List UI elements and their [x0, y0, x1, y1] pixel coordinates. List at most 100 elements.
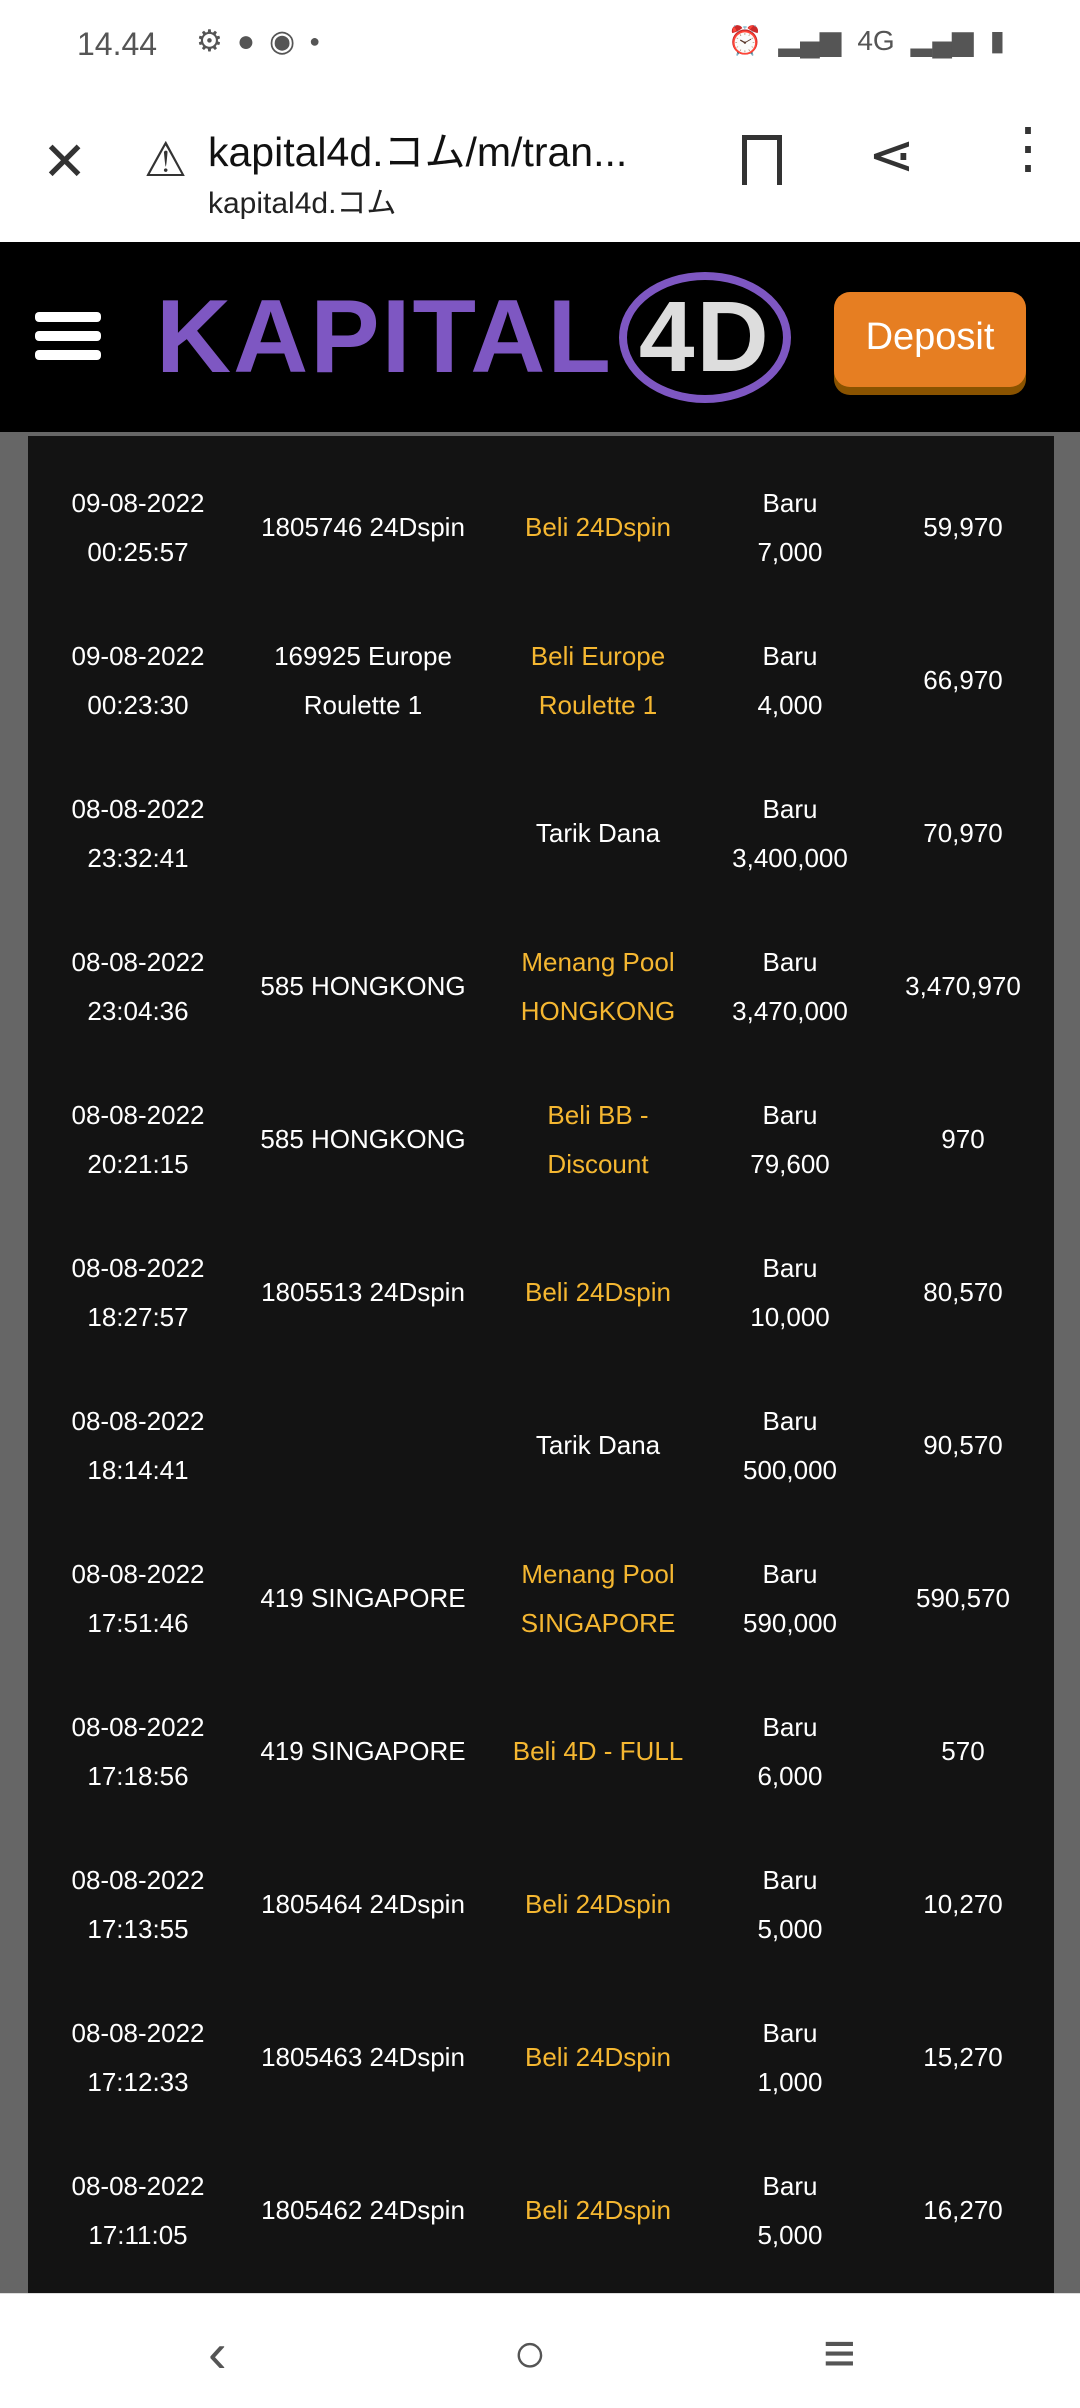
balance-cell-text: 90,570 [923, 1430, 1003, 1460]
date-cell-text: 08-08-2022 [71, 1405, 205, 1436]
date-cell-text: 23:32:41 [87, 842, 189, 873]
date-cell-text: 08-08-2022 [71, 1711, 205, 1742]
date-cell: 08-08-2022 18:14:41 [58, 1369, 218, 1522]
close-icon[interactable]: ✕ [42, 132, 88, 192]
amount-cell: Baru 5,000 [708, 1828, 872, 1981]
reference-cell [238, 757, 488, 910]
balance-cell: 15,270 [878, 1981, 1048, 2134]
date-cell-text: 23:04:36 [87, 995, 189, 1026]
balance-cell: 80,570 [878, 1216, 1048, 1369]
host-text: kapital4d.コム [208, 187, 397, 220]
balance-cell-text: 3,470,970 [905, 971, 1021, 1001]
logo-text: KAPITAL [156, 278, 613, 395]
date-cell-text: 18:27:57 [87, 1301, 189, 1332]
description-cell-text: Beli 4D - FULL [512, 1736, 684, 1766]
transaction-table: 09-08-2022 00:25:57 1805746 24Dspin Beli 24… [28, 436, 1054, 2293]
date-cell-text: 20:21:15 [87, 1148, 189, 1179]
description-cell: Menang Pool HONGKONG [498, 910, 698, 1063]
alarm-icon: ⏰ [727, 25, 763, 56]
balance-cell: 970 [878, 1063, 1048, 1216]
warning-icon[interactable]: ⚠ [144, 134, 188, 187]
balance-cell: 90,570 [878, 1369, 1048, 1522]
balance-cell-text: 16,270 [923, 2195, 1003, 2225]
reference-cell-text: 419 SINGAPORE [260, 1583, 466, 1613]
date-cell-text: 08-08-2022 [71, 946, 205, 977]
site-logo[interactable]: KAPITAL 4D [156, 262, 791, 412]
balance-cell-text: 570 [941, 1736, 985, 1766]
date-cell: 08-08-2022 20:21:15 [58, 1063, 218, 1216]
logo-suffix: 4D [618, 271, 791, 403]
table-row: 08-08-2022 17:13:55 1805464 24Dspin Beli 24… [28, 1828, 1054, 1981]
amount-cell: Baru 79,600 [708, 1063, 872, 1216]
balance-cell: 59,970 [878, 451, 1048, 604]
reference-cell: 419 SINGAPORE [238, 1522, 488, 1675]
table-row: 08-08-2022 17:18:56 419 SINGAPORE Beli 4D -… [28, 1675, 1054, 1828]
network-type: 4G [857, 24, 895, 56]
balance-cell-text: 70,970 [923, 818, 1003, 848]
amount-cell: Baru 3,470,000 [708, 910, 872, 1063]
balance-cell-text: 970 [941, 1124, 985, 1154]
date-cell-text: 08-08-2022 [71, 793, 205, 824]
date-cell-text: 08-08-2022 [71, 2017, 205, 2048]
message-icon: ● [236, 24, 256, 58]
signal-icon-2: ▂▄▆ [910, 25, 974, 56]
reference-cell-text: 1805462 24Dspin [261, 2195, 465, 2225]
date-cell: 08-08-2022 17:11:05 [58, 2134, 218, 2287]
amount-cell-text: Baru [762, 793, 818, 824]
reference-cell: 1805746 24Dspin [238, 451, 488, 604]
deposit-button[interactable]: Deposit [834, 292, 1026, 387]
amount-cell-text: Baru [762, 946, 818, 977]
reference-cell-text: 585 HONGKONG [260, 1124, 466, 1154]
date-cell-text: 09-08-2022 [71, 487, 205, 518]
description-cell-text: Menang Pool SINGAPORE [520, 1558, 676, 1638]
signal-icon: ▂▄▆ [778, 25, 842, 56]
date-cell: 08-08-2022 17:13:55 [58, 1828, 218, 1981]
content-area: 09-08-2022 00:25:57 1805746 24Dspin Beli 24… [0, 432, 1080, 2293]
date-cell-text: 00:23:30 [87, 689, 189, 720]
amount-cell: Baru 5,000 [708, 2134, 872, 2287]
amount-cell-text: 5,000 [757, 2219, 823, 2250]
reference-cell: 1805462 24Dspin [238, 2134, 488, 2287]
url-text[interactable]: kapital4d.コム/m/tran... [208, 129, 628, 175]
share-icon[interactable]: ⋖ [868, 123, 915, 186]
more-options-icon[interactable]: ⋮ [1000, 116, 1056, 179]
reference-cell-text: 169925 Europe Roulette 1 [274, 640, 452, 720]
amount-cell: Baru 4,000 [708, 604, 872, 757]
description-cell-text: Beli 24Dspin [525, 1277, 671, 1307]
home-icon[interactable]: ○ [513, 2321, 547, 2384]
date-cell-text: 08-08-2022 [71, 1864, 205, 1895]
description-cell: Beli 4D - FULL [498, 1675, 698, 1828]
balance-cell: 570 [878, 1675, 1048, 1828]
amount-cell: Baru 10,000 [708, 1216, 872, 1369]
back-icon[interactable]: ‹ [208, 2321, 227, 2384]
amount-cell-text: 1,000 [757, 2066, 823, 2097]
amount-cell-text: Baru [762, 2170, 818, 2201]
table-row: 08-08-2022 20:21:15 585 HONGKONG Beli BB - … [28, 1063, 1054, 1216]
description-cell-text: Tarik Dana [535, 818, 661, 848]
media-icon: ◉ [269, 25, 296, 58]
table-row: 09-08-2022 00:23:30 169925 Europe Roulette… [28, 604, 1054, 757]
reference-cell: 585 HONGKONG [238, 1063, 488, 1216]
reference-cell-text: 1805513 24Dspin [261, 1277, 465, 1307]
description-cell: Tarik Dana [498, 1369, 698, 1522]
menu-icon[interactable] [35, 312, 101, 369]
recents-icon[interactable]: ≡ [823, 2321, 856, 2384]
description-cell: Menang Pool SINGAPORE [498, 1522, 698, 1675]
amount-cell-text: 79,600 [750, 1148, 830, 1179]
reference-cell: 169925 Europe Roulette 1 [238, 604, 488, 757]
date-cell-text: 17:11:05 [88, 2219, 188, 2250]
reference-cell: 1805513 24Dspin [238, 1216, 488, 1369]
description-cell-text: Beli 24Dspin [525, 2195, 671, 2225]
description-cell: Beli 24Dspin [498, 1828, 698, 1981]
date-cell-text: 09-08-2022 [71, 640, 205, 671]
amount-cell-text: 10,000 [750, 1301, 830, 1332]
amount-cell-text: Baru [762, 487, 818, 518]
reference-cell: 1805464 24Dspin [238, 1828, 488, 1981]
amount-cell-text: 5,000 [757, 1913, 823, 1944]
date-cell-text: 17:18:56 [87, 1760, 189, 1791]
bookmark-icon[interactable] [742, 135, 782, 185]
table-row: 08-08-2022 23:04:36 585 HONGKONG Menang Poo… [28, 910, 1054, 1063]
table-row: 08-08-2022 23:32:41 Tarik Dana Baru 3,400,00… [28, 757, 1054, 910]
reference-cell [238, 1369, 488, 1522]
settings-icon: ⚙ [196, 25, 223, 58]
